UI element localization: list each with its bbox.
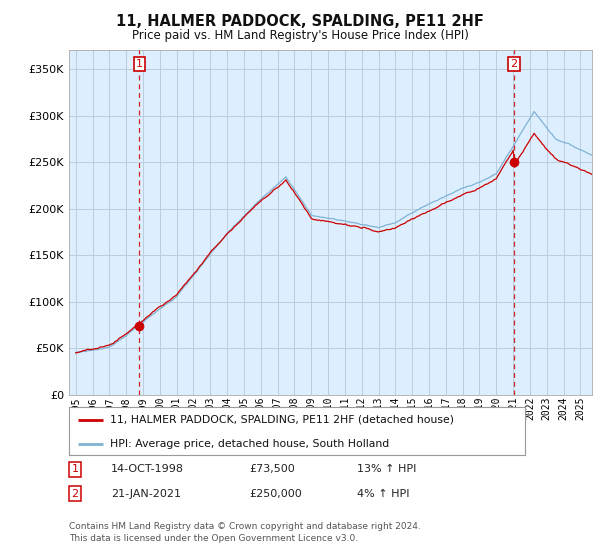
Text: 4% ↑ HPI: 4% ↑ HPI [357,489,409,499]
Text: 21-JAN-2021: 21-JAN-2021 [111,489,181,499]
Text: 2: 2 [71,489,79,499]
Text: £250,000: £250,000 [249,489,302,499]
Text: 14-OCT-1998: 14-OCT-1998 [111,464,184,474]
Text: 2: 2 [511,59,518,69]
Text: 11, HALMER PADDOCK, SPALDING, PE11 2HF: 11, HALMER PADDOCK, SPALDING, PE11 2HF [116,14,484,29]
Text: 1: 1 [136,59,143,69]
Text: HPI: Average price, detached house, South Holland: HPI: Average price, detached house, Sout… [110,439,389,449]
Text: Contains HM Land Registry data © Crown copyright and database right 2024.
This d: Contains HM Land Registry data © Crown c… [69,522,421,543]
Text: £73,500: £73,500 [249,464,295,474]
Text: 13% ↑ HPI: 13% ↑ HPI [357,464,416,474]
Text: 1: 1 [71,464,79,474]
Text: Price paid vs. HM Land Registry's House Price Index (HPI): Price paid vs. HM Land Registry's House … [131,29,469,42]
Text: 11, HALMER PADDOCK, SPALDING, PE11 2HF (detached house): 11, HALMER PADDOCK, SPALDING, PE11 2HF (… [110,415,454,425]
